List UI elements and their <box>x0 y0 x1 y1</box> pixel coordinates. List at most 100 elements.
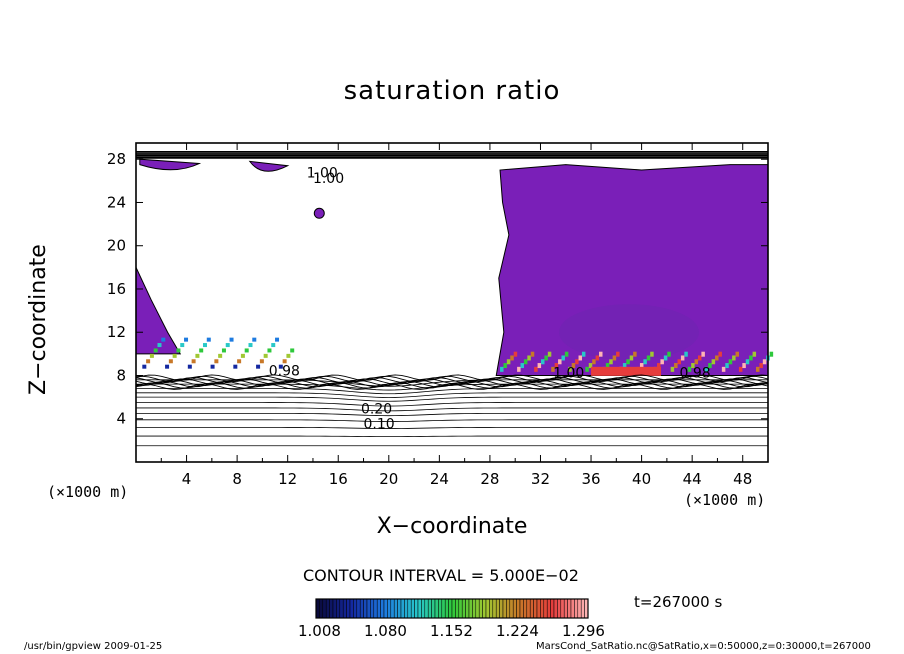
contour-label: 0.10 <box>364 416 395 432</box>
left-band-cell <box>153 348 158 353</box>
saturation-band-cell <box>677 359 681 365</box>
saturation-band-cell <box>544 355 548 361</box>
left-band-cell <box>282 359 287 364</box>
saturation-band-cell <box>581 351 586 357</box>
colorbar-cell <box>475 598 480 619</box>
colorbar-cell <box>407 598 412 619</box>
saturation-band-cell <box>639 363 644 369</box>
saturation-band-cell <box>558 359 562 365</box>
left-band-cell <box>176 348 181 353</box>
saturation-band-cell <box>633 351 637 357</box>
colorbar-tick-label: 1.152 <box>430 622 473 640</box>
saturation-band-cell <box>551 366 555 372</box>
colorbar-cell <box>553 598 558 619</box>
left-band-cell <box>275 337 280 342</box>
left-band-cell <box>267 348 272 353</box>
saturation-band-cell <box>715 355 719 361</box>
contour-label: 0.20 <box>361 401 392 417</box>
saturation-band-cell <box>704 366 709 372</box>
x-tick-label: 44 <box>683 470 702 488</box>
contour-label: 0.98 <box>680 366 711 382</box>
colorbar-cell <box>533 598 538 619</box>
saturation-band-cell <box>517 366 521 372</box>
colorbar-cell <box>410 598 415 619</box>
saturation-band-cell <box>749 355 753 361</box>
top-left-cloud <box>139 158 202 171</box>
x-tick-label: 12 <box>278 470 297 488</box>
colorbar-cell <box>370 598 375 619</box>
colorbar-cell <box>557 598 562 619</box>
left-band-cell <box>237 359 242 364</box>
saturation-band-cell <box>540 359 545 365</box>
saturation-band-hot <box>591 366 662 376</box>
left-band-cell <box>142 364 147 369</box>
subsaturated-contour-line <box>136 402 768 407</box>
colorbar-cell <box>414 598 419 619</box>
left-band-cell <box>199 348 204 353</box>
left-band-cell <box>168 359 173 364</box>
colorbar-cell <box>577 598 582 619</box>
colorbar-cell <box>580 598 585 619</box>
colorbar-cell <box>424 598 429 619</box>
y-tick-label: 4 <box>116 410 126 428</box>
saturation-band-cell <box>742 363 746 369</box>
saturation-contour-line <box>135 382 769 389</box>
saturation-band-cell <box>561 355 565 361</box>
saturation-band-cell <box>691 363 695 369</box>
subsaturated-contour-line <box>136 379 768 387</box>
colorbar-cell <box>536 598 541 619</box>
colorbar-cell <box>458 598 463 619</box>
colorbar-cell <box>509 598 514 619</box>
saturation-band-cell <box>629 355 634 361</box>
subsaturated-contour-line <box>136 412 768 417</box>
saturation-band-cell <box>527 355 531 361</box>
colorbar-cell <box>434 598 439 619</box>
saturation-band-cell <box>708 363 712 369</box>
colorbar-cell <box>336 598 341 619</box>
x-tick-label: 4 <box>182 470 192 488</box>
saturation-band-cell <box>523 359 528 365</box>
x-tick-label: 36 <box>581 470 600 488</box>
contour-interval-label: CONTOUR INTERVAL = 5.000E−02 <box>303 566 579 585</box>
left-band-cell <box>191 359 196 364</box>
colorbar-cell <box>325 598 330 619</box>
colorbar-cell <box>506 598 511 619</box>
saturation-band-cell <box>571 363 576 369</box>
saturation-band-cell <box>711 359 716 365</box>
left-band-cell <box>229 337 234 342</box>
saturated-core <box>558 304 699 361</box>
colorbar-frame <box>315 598 589 619</box>
left-band-cell <box>225 343 230 348</box>
saturation-band-cell <box>575 359 579 365</box>
colorbar-cell <box>574 598 579 619</box>
saturation-band-cell <box>520 363 525 369</box>
left-band-cell <box>271 343 276 348</box>
saturation-band-cell <box>554 363 559 369</box>
colorbar-cell <box>529 598 534 619</box>
saturation-band-cell <box>503 363 507 369</box>
colorbar-cell <box>567 598 572 619</box>
saturation-band-cell <box>513 351 518 357</box>
colorbar-cell <box>387 598 392 619</box>
colorbar-cell <box>376 598 381 619</box>
left-band-cell <box>218 353 223 358</box>
colorbar-cell <box>492 598 497 619</box>
saturation-band-cell <box>506 359 511 365</box>
left-band-cell <box>286 353 291 358</box>
colorbar-cell <box>461 598 466 619</box>
saturation-band-cell <box>769 351 774 357</box>
x-tick-label: 16 <box>329 470 348 488</box>
contour-label: 0.98 <box>269 363 300 379</box>
left-band-cell <box>290 348 295 353</box>
left-band-cell <box>210 364 215 369</box>
x-tick-label: 28 <box>480 470 499 488</box>
colorbar-cell <box>489 598 494 619</box>
saturation-band-cell <box>684 351 688 357</box>
left-band-cell <box>146 359 151 364</box>
saturation-band-cell <box>735 351 740 357</box>
subsaturated-contour-line <box>136 388 768 395</box>
left-band-cell <box>149 353 154 358</box>
chart-title: saturation ratio <box>343 76 561 106</box>
y-tick-label: 20 <box>107 237 126 255</box>
